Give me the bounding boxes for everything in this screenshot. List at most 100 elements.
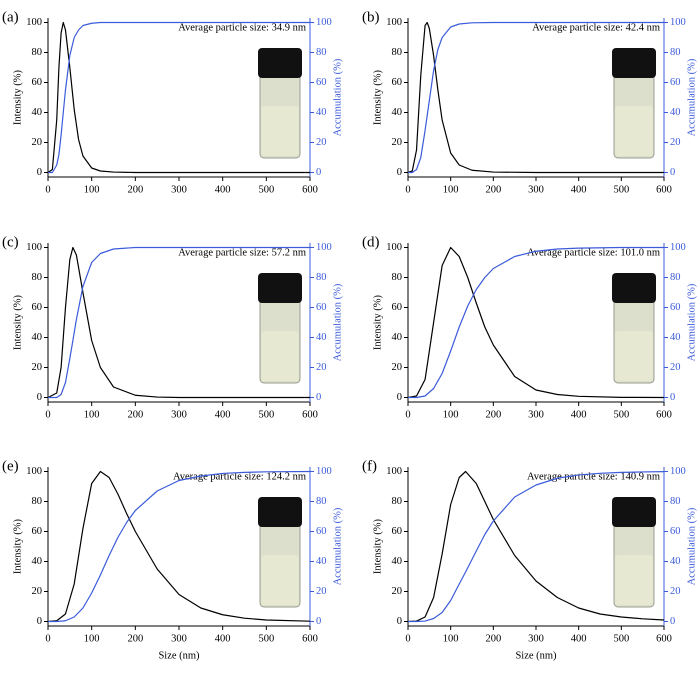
y2-axis-label: Accumulation (%)	[686, 283, 697, 361]
y-tick-label: 20	[392, 362, 403, 373]
panel-label: (b)	[362, 9, 380, 25]
y2-tick-label: 60	[316, 77, 327, 88]
x-tick-label: 200	[127, 633, 143, 644]
y2-tick-label: 100	[670, 466, 686, 477]
y2-tick-label: 40	[670, 332, 681, 343]
y-tick-label: 0	[37, 167, 42, 178]
x-tick-label: 600	[656, 184, 672, 195]
panel-label: (c)	[2, 234, 19, 250]
x-tick-label: 200	[485, 184, 501, 195]
y-tick-label: 80	[32, 496, 43, 507]
y2-tick-label: 80	[670, 496, 681, 507]
y2-tick-label: 80	[316, 272, 327, 283]
x-tick-label: 100	[443, 409, 459, 420]
x-tick-label: 200	[485, 633, 501, 644]
x-tick-label: 400	[571, 184, 587, 195]
y2-tick-label: 0	[316, 392, 321, 403]
x-tick-label: 100	[84, 633, 100, 644]
vial-cap	[612, 48, 656, 78]
y2-axis-label: Accumulation (%)	[332, 58, 343, 136]
series-line	[407, 21, 664, 174]
x-tick-label: 100	[84, 409, 100, 420]
x-tick-label: 400	[571, 409, 587, 420]
y-tick-label: 80	[392, 496, 403, 507]
y-tick-label: 80	[32, 272, 43, 283]
y2-tick-label: 20	[670, 362, 681, 373]
x-tick-label: 600	[302, 633, 318, 644]
x-tick-label: 0	[405, 633, 410, 644]
x-tick-label: 400	[571, 633, 587, 644]
y-tick-label: 20	[32, 137, 43, 148]
x-tick-label: 600	[656, 409, 672, 420]
y-tick-label: 100	[386, 466, 402, 477]
y2-tick-label: 60	[316, 526, 327, 537]
y-tick-label: 100	[26, 242, 42, 253]
y-tick-label: 40	[32, 107, 43, 118]
vial-liquid	[261, 106, 299, 156]
panel-label: (d)	[362, 234, 380, 250]
y-tick-label: 100	[26, 466, 42, 477]
y-tick-label: 60	[392, 302, 403, 313]
x-tick-label: 0	[45, 184, 50, 195]
y2-tick-label: 100	[670, 242, 686, 253]
y-tick-label: 20	[32, 586, 43, 597]
y2-tick-label: 80	[316, 47, 327, 58]
vial-cap	[258, 273, 302, 303]
y-tick-label: 100	[386, 17, 402, 28]
vial-cap	[612, 497, 656, 527]
x-tick-label: 0	[405, 184, 410, 195]
panel-label: (e)	[2, 458, 19, 474]
x-tick-label: 100	[443, 633, 459, 644]
y2-tick-label: 20	[316, 137, 327, 148]
x-tick-label: 300	[171, 633, 187, 644]
x-tick-label: 0	[45, 633, 50, 644]
x-tick-label: 300	[528, 633, 544, 644]
y2-tick-label: 60	[670, 526, 681, 537]
annotation: Average particle size: 124.2 nm	[173, 471, 306, 482]
y2-axis-label: Accumulation (%)	[332, 507, 343, 585]
y2-tick-label: 60	[670, 77, 681, 88]
y2-tick-label: 40	[316, 556, 327, 567]
x-tick-label: 500	[613, 184, 629, 195]
y-tick-label: 0	[397, 392, 402, 403]
x-tick-label: 100	[443, 184, 459, 195]
y2-tick-label: 0	[670, 616, 675, 627]
panel-label: (a)	[2, 9, 19, 25]
annotation: Average particle size: 101.0 nm	[527, 247, 660, 258]
y-tick-label: 80	[392, 272, 403, 283]
y-tick-label: 20	[32, 362, 43, 373]
vial-liquid	[261, 331, 299, 381]
series-line	[47, 21, 310, 174]
y-tick-label: 60	[32, 526, 43, 537]
x-tick-label: 600	[302, 409, 318, 420]
y-tick-label: 100	[26, 17, 42, 28]
x-tick-label: 300	[171, 184, 187, 195]
y2-tick-label: 100	[316, 466, 332, 477]
x-tick-label: 300	[528, 409, 544, 420]
x-tick-label: 600	[302, 184, 318, 195]
annotation: Average particle size: 140.9 nm	[527, 471, 660, 482]
y-tick-label: 40	[32, 332, 43, 343]
y2-tick-label: 60	[670, 302, 681, 313]
y2-tick-label: 0	[670, 167, 675, 178]
x-tick-label: 0	[45, 409, 50, 420]
y-tick-label: 20	[392, 137, 403, 148]
y-tick-label: 60	[392, 526, 403, 537]
y-tick-label: 0	[397, 616, 402, 627]
series-line	[48, 21, 310, 174]
vial-liquid	[615, 555, 653, 605]
y2-tick-label: 40	[316, 332, 327, 343]
annotation: Average particle size: 34.9 nm	[178, 22, 306, 33]
y-axis-label: Intensity (%)	[12, 518, 23, 574]
y-tick-label: 0	[37, 392, 42, 403]
annotation: Average particle size: 57.2 nm	[178, 247, 306, 258]
y2-tick-label: 100	[316, 242, 332, 253]
vial-liquid	[615, 331, 653, 381]
x-axis-label: Size (nm)	[158, 650, 200, 661]
x-tick-label: 400	[215, 409, 231, 420]
vial-cap	[258, 497, 302, 527]
x-tick-label: 400	[215, 184, 231, 195]
y-tick-label: 40	[32, 556, 43, 567]
annotation: Average particle size: 42.4 nm	[532, 22, 660, 33]
series-line	[48, 470, 311, 623]
